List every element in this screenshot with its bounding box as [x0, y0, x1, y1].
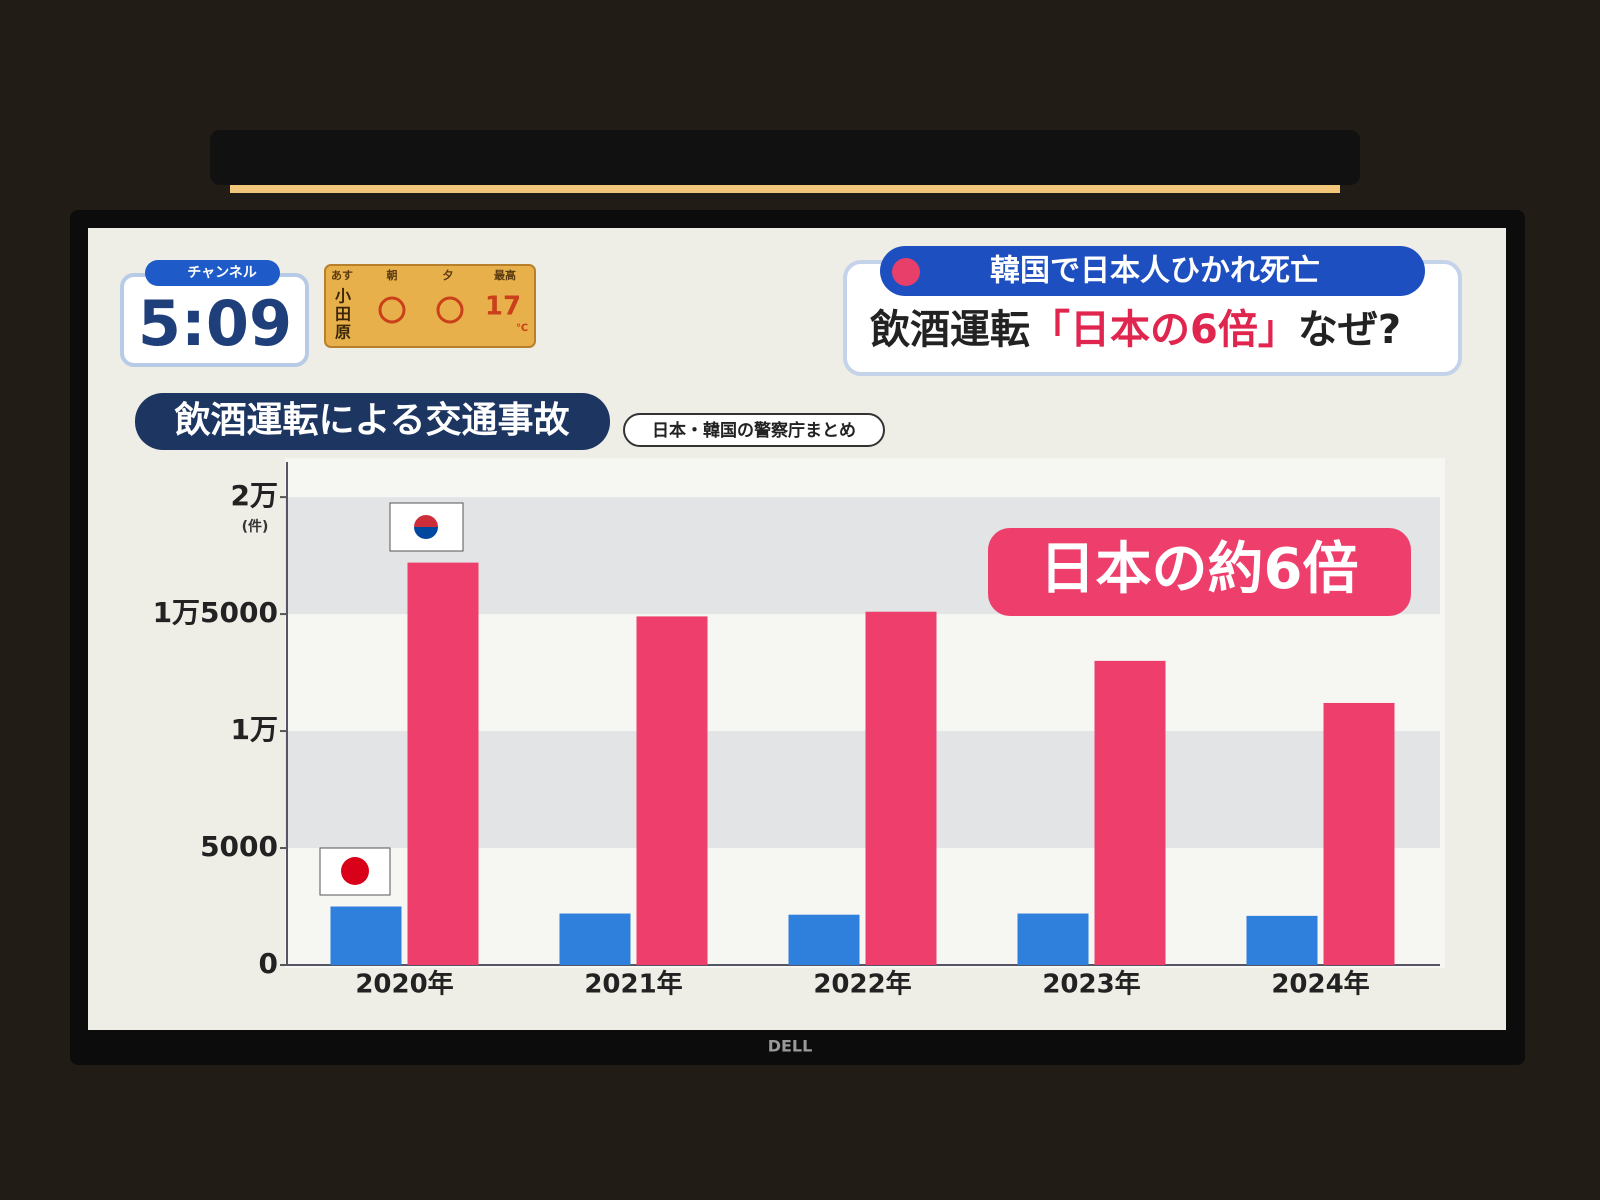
headline-part: 「日本の6倍」: [1030, 307, 1298, 353]
weather-temp: 17: [485, 292, 521, 322]
x-tick-label: 2020年: [355, 969, 453, 1000]
channel-badge: [145, 260, 280, 286]
y-tick-label: 1万: [231, 713, 278, 746]
weather-morning: 朝: [387, 268, 398, 282]
bar: [330, 906, 402, 965]
y-tick-label: 1万5000: [153, 596, 278, 629]
korea-flag-bottom: [414, 527, 438, 539]
source-box: [623, 413, 885, 447]
bar: [1246, 915, 1318, 965]
sun-icon: [436, 296, 464, 324]
x-tick-label: 2021年: [584, 969, 682, 1000]
channel-label: チャンネル: [187, 265, 257, 281]
brand-logo: DELL: [768, 1037, 813, 1056]
y-tick-label: 2万: [231, 479, 278, 512]
y-tick-label: 0: [259, 947, 278, 980]
headline-bottom: 飲酒運転「日本の6倍」なぜ?: [870, 307, 1401, 353]
korea-flag-top: [414, 515, 438, 527]
headline-part: 飲酒運転: [870, 307, 1030, 353]
bar: [1017, 913, 1089, 965]
play-icon: [892, 258, 920, 286]
chart-title-box: [135, 393, 610, 450]
weather-place: 田: [335, 305, 351, 324]
bar: [407, 562, 479, 965]
japan-flag-disc: [341, 857, 369, 885]
weather-high: 最高: [494, 268, 516, 282]
bar: [559, 913, 631, 965]
weather-place: 原: [335, 323, 351, 342]
headline-part: なぜ?: [1298, 307, 1401, 353]
weather-day: あす: [331, 269, 353, 282]
korea-flag: [389, 502, 464, 552]
x-tick-label: 2022年: [813, 969, 911, 1000]
weather-place: 小: [335, 287, 351, 306]
bar: [1094, 660, 1166, 965]
annotation: 日本の約6倍: [1040, 537, 1359, 602]
headline-top: 韓国で日本人ひかれ死亡: [990, 254, 1320, 289]
bar: [788, 914, 860, 965]
x-tick-label: 2023年: [1042, 969, 1140, 1000]
clock-time: 5:09: [138, 287, 292, 360]
x-tick-label: 2024年: [1271, 969, 1369, 1000]
weather-evening: 夕: [443, 268, 454, 282]
headline-top-bar: [880, 246, 1425, 296]
y-unit: (件): [242, 518, 269, 535]
bar: [636, 616, 708, 965]
bar: [865, 611, 937, 965]
weather-unit: ℃: [516, 323, 528, 334]
chart-title: 飲酒運転による交通事故: [175, 399, 570, 441]
y-tick-label: 5000: [200, 830, 278, 863]
chart-source: 日本・韓国の警察庁まとめ: [652, 420, 856, 441]
annotation-box: [988, 528, 1411, 616]
weather-box: [324, 264, 536, 348]
sun-icon: [378, 296, 406, 324]
bar: [1323, 702, 1395, 965]
lamp-light: [230, 185, 1340, 193]
lamp-bar: [210, 130, 1360, 185]
